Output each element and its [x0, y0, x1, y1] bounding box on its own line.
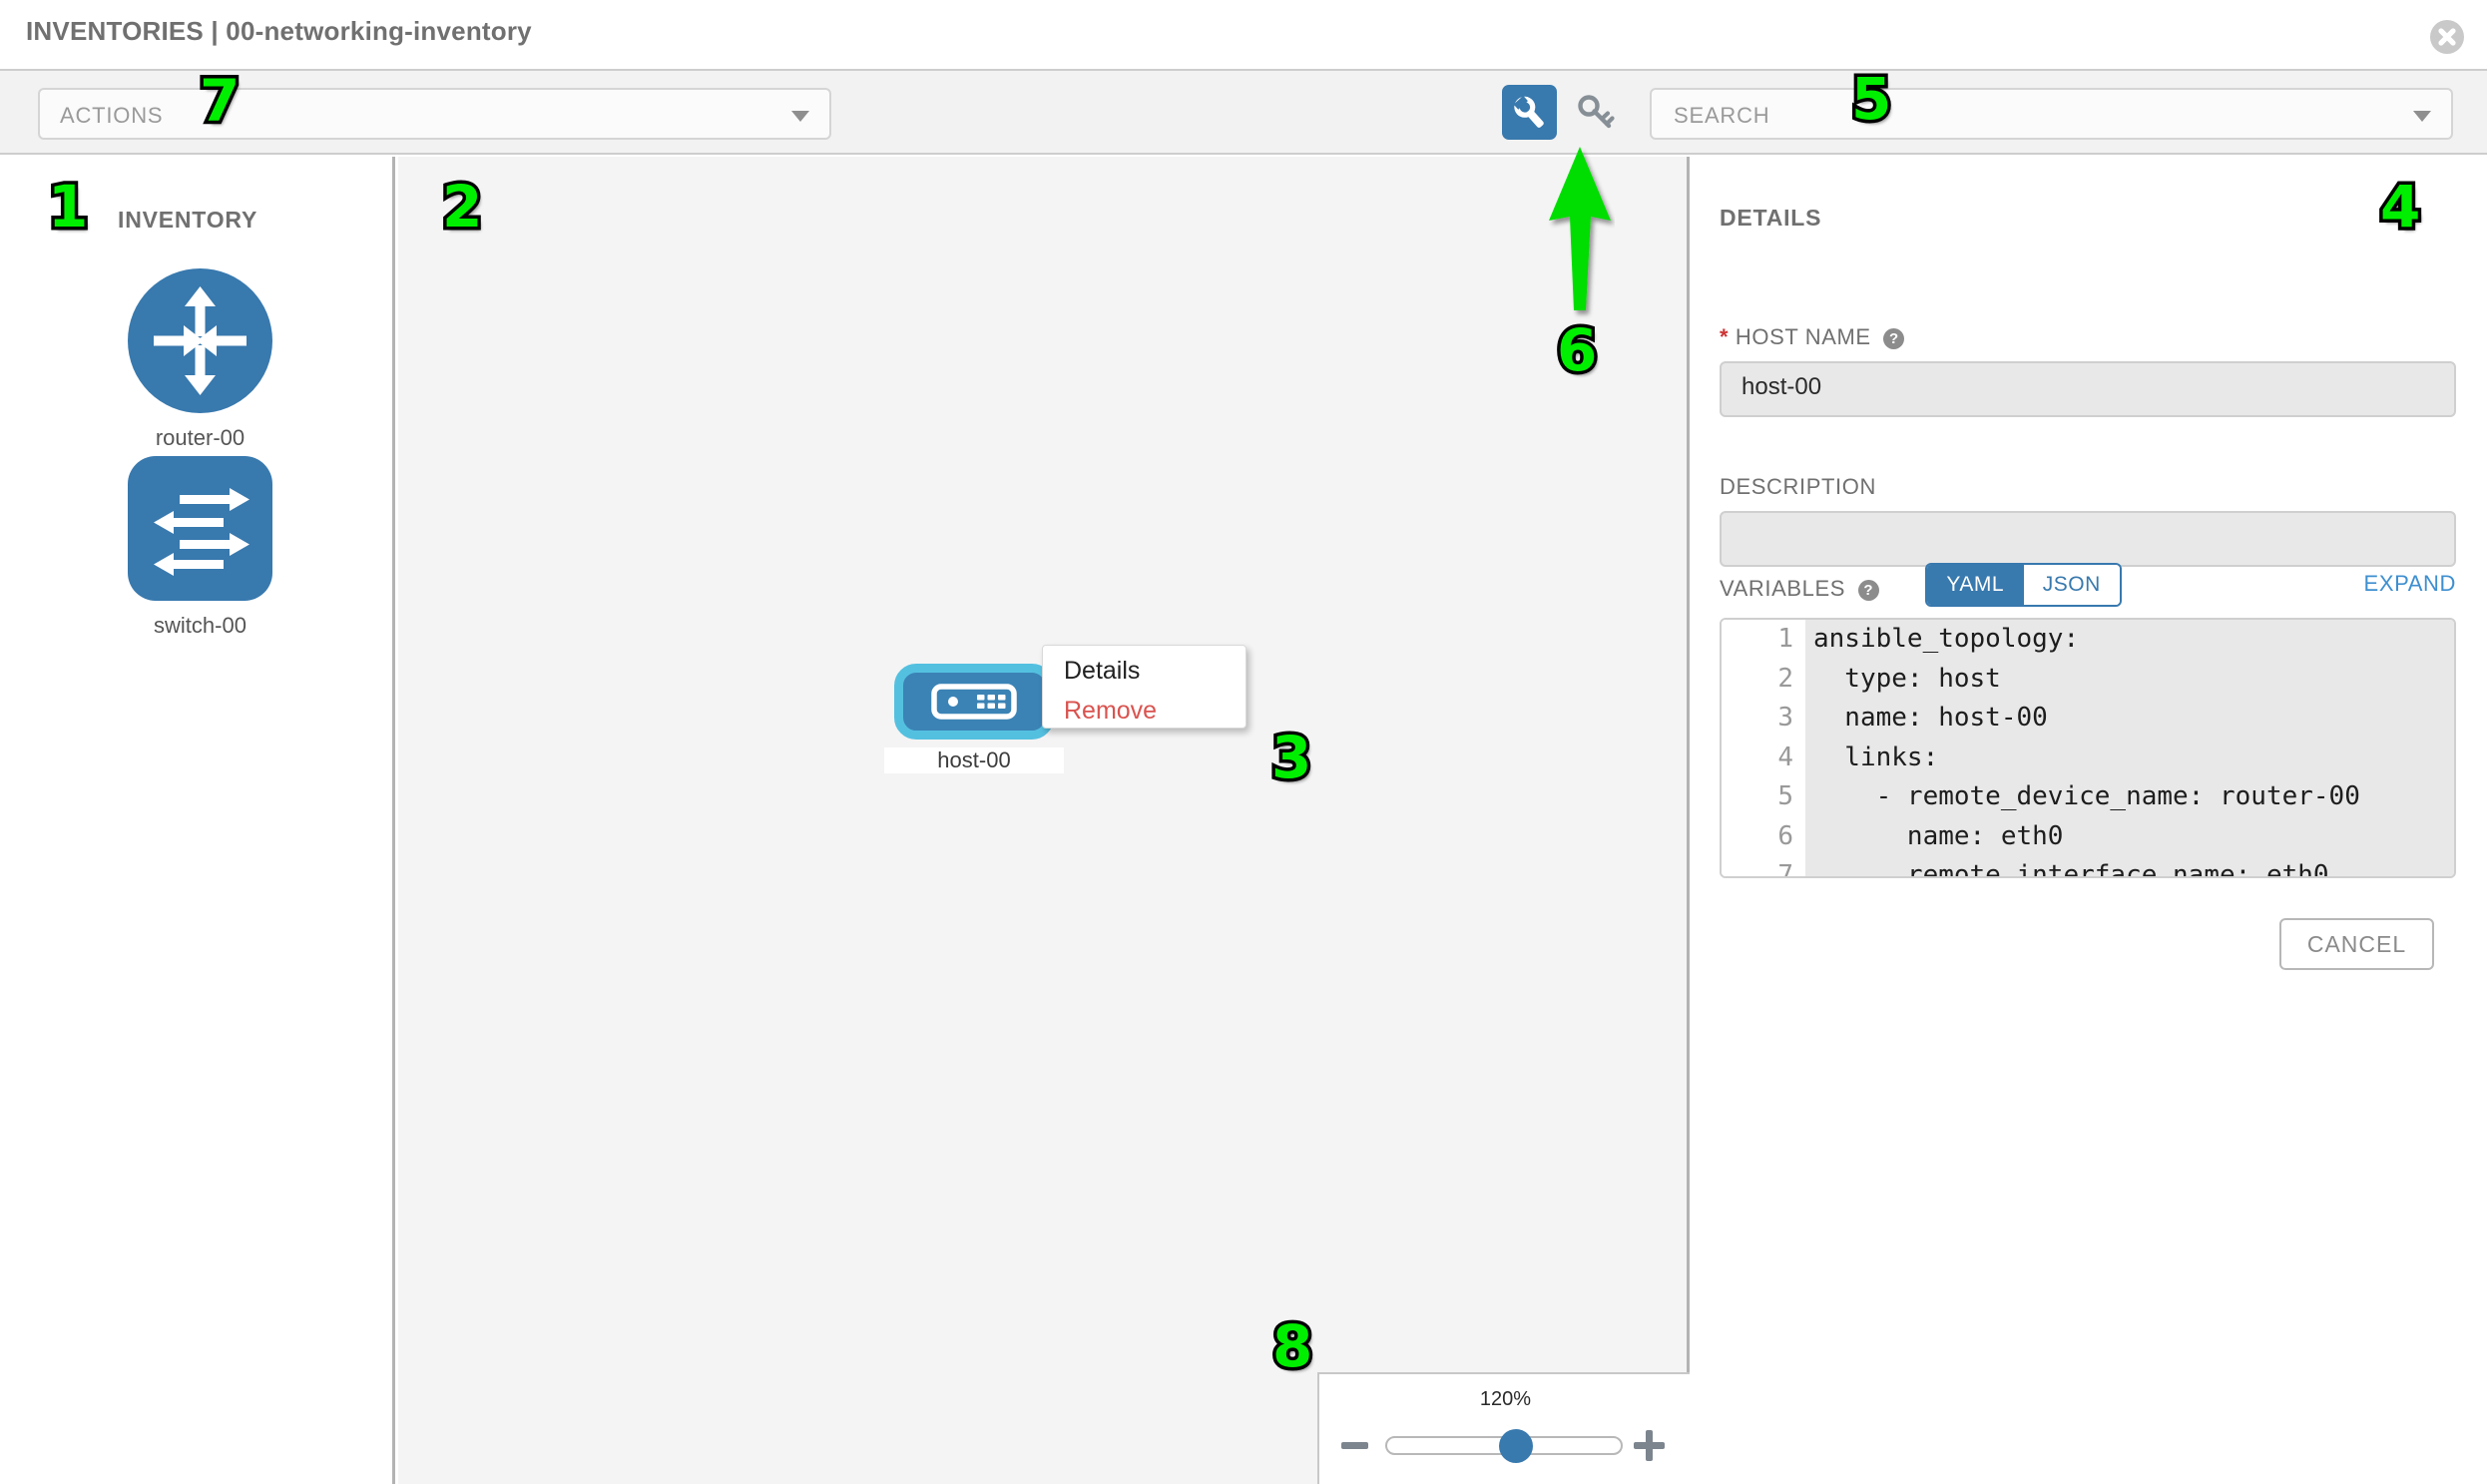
node-context-menu: Details Remove	[1042, 645, 1246, 729]
inventory-sidebar: INVENTORY	[0, 157, 395, 1484]
chevron-down-icon	[791, 111, 809, 122]
server-rack-icon	[931, 684, 1017, 720]
topology-canvas[interactable]: host-00 Details Remove	[398, 157, 1690, 1484]
topology-node-label: host-00	[884, 747, 1064, 773]
code-line: name: host-00	[1813, 703, 2048, 733]
zoom-level-label: 120%	[1479, 1388, 1532, 1410]
help-icon[interactable]: ?	[1883, 328, 1905, 349]
search-placeholder: SEARCH	[1674, 103, 1770, 128]
line-number: 2	[1777, 663, 1793, 694]
line-number: 4	[1777, 742, 1793, 772]
zoom-control-panel: 120%	[1317, 1372, 1690, 1484]
line-number: 3	[1777, 703, 1793, 733]
host-name-label: * HOST NAME ?	[1720, 324, 1905, 350]
variables-label: VARIABLES ?	[1720, 576, 1879, 602]
format-toggle-yaml[interactable]: YAML	[1927, 565, 2024, 605]
expand-link[interactable]: EXPAND	[2363, 571, 2456, 596]
code-line: name: eth0	[1813, 820, 2064, 851]
actions-dropdown-label: ACTIONS	[60, 103, 164, 128]
code-line: type: host	[1813, 663, 2001, 694]
switch-icon	[128, 456, 272, 601]
host-name-field[interactable]: host-00	[1720, 361, 2456, 417]
variables-label-text: VARIABLES	[1720, 576, 1846, 601]
line-number: 7	[1777, 860, 1793, 878]
details-panel: DETAILS * HOST NAME ? host-00 DESCRIPTIO…	[1693, 157, 2487, 1484]
line-number: 6	[1777, 820, 1793, 851]
actions-dropdown[interactable]: ACTIONS	[38, 88, 831, 140]
title-bar: INVENTORIES | 00-networking-inventory	[0, 0, 2487, 69]
topology-node-host-00[interactable]	[894, 664, 1054, 740]
code-line: links:	[1813, 742, 1939, 772]
router-icon	[128, 268, 272, 413]
sidebar-item-router-00[interactable]: router-00	[128, 268, 272, 451]
help-icon[interactable]: ?	[1857, 580, 1879, 601]
zoom-out-button[interactable]	[1341, 1442, 1368, 1449]
variables-format-toggle: YAML JSON	[1925, 563, 2122, 607]
chevron-down-icon[interactable]	[2413, 111, 2431, 122]
context-menu-item-details[interactable]: Details	[1064, 657, 1141, 685]
description-label: DESCRIPTION	[1720, 474, 1876, 499]
variables-code-editor[interactable]: 1 2 3 4 5 6 7 ansible_topology: type: ho…	[1720, 618, 2456, 878]
sidebar-item-switch-00[interactable]: switch-00	[128, 456, 272, 639]
wrench-icon[interactable]	[1502, 85, 1557, 140]
key-icon[interactable]	[1575, 92, 1615, 132]
code-line-numbers: 1 2 3 4 5 6 7	[1722, 620, 1805, 876]
details-panel-title: DETAILS	[1720, 205, 1822, 231]
required-marker: *	[1720, 324, 1730, 349]
search-input[interactable]: SEARCH	[1650, 88, 2453, 140]
description-field[interactable]	[1720, 511, 2456, 567]
code-line: - remote_device_name: router-00	[1813, 781, 2360, 811]
line-number: 1	[1777, 624, 1793, 654]
host-name-label-text: HOST NAME	[1735, 324, 1871, 349]
code-content[interactable]: ansible_topology: type: host name: host-…	[1805, 620, 2454, 876]
line-number: 5	[1777, 781, 1793, 811]
host-name-value: host-00	[1741, 373, 1822, 400]
sidebar-title: INVENTORY	[118, 207, 258, 233]
sidebar-item-label: switch-00	[154, 613, 247, 638]
format-toggle-json[interactable]: JSON	[2023, 565, 2120, 605]
zoom-slider-thumb[interactable]	[1499, 1429, 1533, 1463]
page-title: INVENTORIES | 00-networking-inventory	[26, 16, 532, 46]
sidebar-item-label: router-00	[155, 425, 246, 450]
context-menu-item-remove[interactable]: Remove	[1064, 697, 1158, 725]
close-icon[interactable]	[2430, 20, 2464, 54]
code-line: ansible_topology:	[1813, 624, 2080, 654]
toolbar: ACTIONS SEARCH	[0, 69, 2487, 155]
code-line: remote_interface_name: eth0	[1813, 860, 2329, 878]
cancel-button[interactable]: CANCEL	[2279, 918, 2434, 970]
zoom-in-button[interactable]	[1634, 1430, 1665, 1461]
